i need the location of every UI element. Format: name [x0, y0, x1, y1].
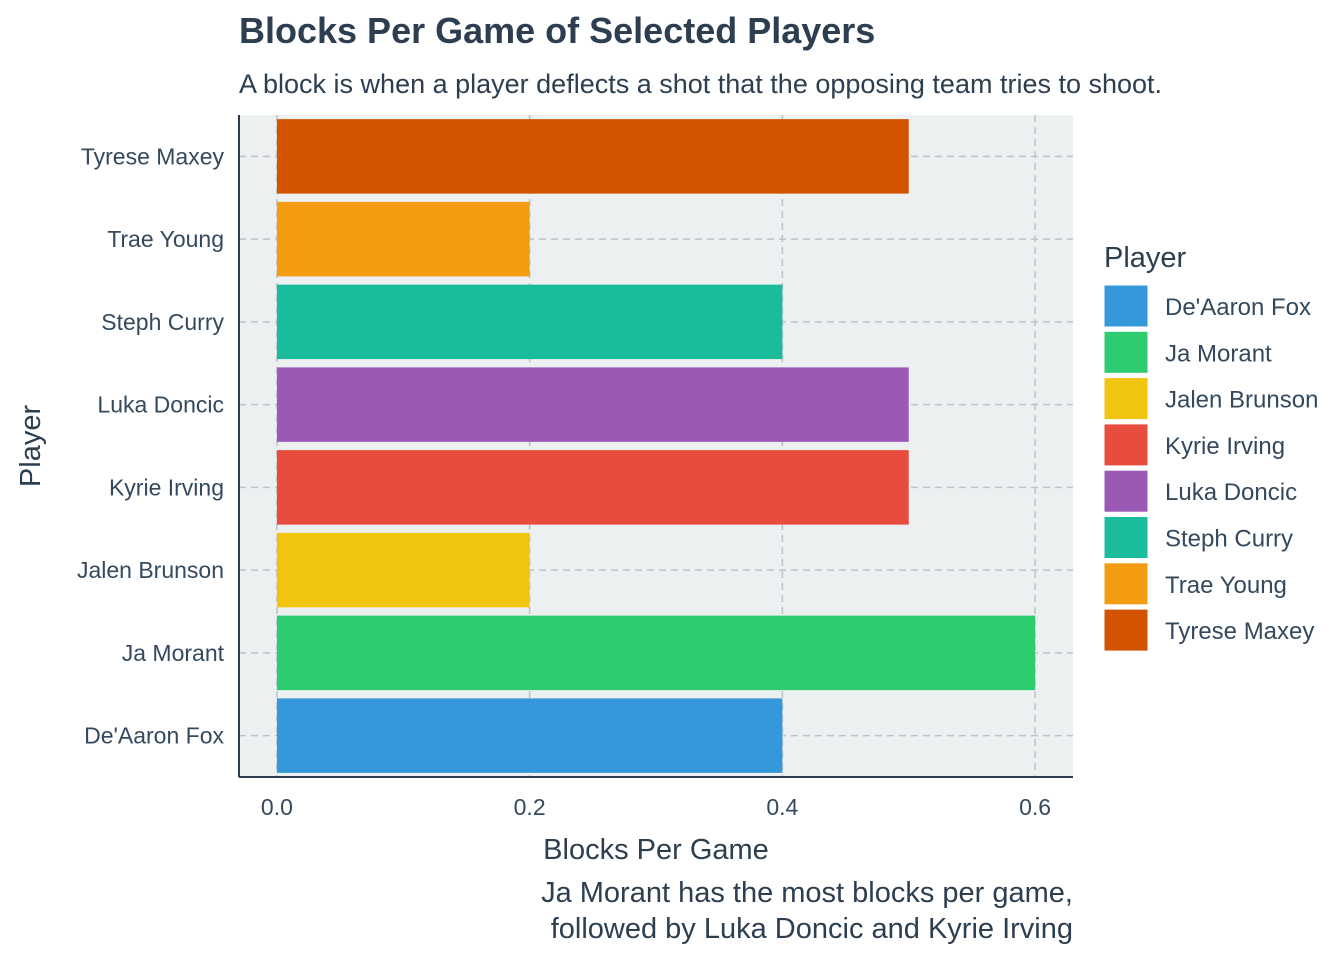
legend-title: Player	[1104, 242, 1187, 274]
legend-swatch	[1103, 562, 1149, 606]
axes	[238, 115, 1073, 778]
bar	[276, 615, 1036, 691]
legend-label: Luka Doncic	[1165, 479, 1297, 506]
chart-title: Blocks Per Game of Selected Players	[239, 10, 875, 51]
x-tick-label: 0.2	[514, 794, 546, 820]
legend-swatch	[1103, 330, 1149, 374]
legend-swatch	[1103, 469, 1149, 513]
legend-label: Tyrese Maxey	[1165, 618, 1314, 645]
bar	[276, 367, 909, 442]
y-tick-label: Tyrese Maxey	[81, 143, 225, 169]
caption-line-2: followed by Luka Doncic and Kyrie Irving	[551, 913, 1073, 945]
caption-line-1: Ja Morant has the most blocks per game,	[541, 877, 1073, 909]
y-tick-label: Steph Curry	[101, 309, 224, 335]
bar	[276, 119, 909, 194]
y-tick-label: Trae Young	[107, 226, 224, 252]
legend-items: De'Aaron Fox Ja Morant Jalen Brunson Kyrie …	[1103, 284, 1318, 652]
legend-label: Ja Morant	[1165, 340, 1272, 367]
legend-label: Jalen Brunson	[1165, 387, 1318, 414]
legend-swatch	[1103, 608, 1149, 652]
x-tick-label: 0.4	[766, 794, 798, 820]
x-axis-title: Blocks Per Game	[543, 834, 769, 866]
bar	[276, 201, 530, 277]
bar	[276, 284, 783, 360]
x-tick-label: 0.0	[261, 794, 293, 820]
legend-swatch	[1103, 516, 1149, 559]
y-tick-label: De'Aaron Fox	[84, 723, 224, 749]
bar	[276, 450, 909, 525]
bars	[276, 119, 1036, 773]
legend-label: Kyrie Irving	[1165, 433, 1285, 460]
y-tick-labels: De'Aaron Fox Ja Morant Jalen Brunson Kyrie …	[77, 143, 225, 748]
y-tick-label: Kyrie Irving	[109, 474, 224, 500]
y-tick-label: Jalen Brunson	[77, 557, 224, 583]
legend: Player De'Aaron Fox Ja Morant Jalen Brunso…	[1103, 242, 1318, 652]
bar	[276, 698, 783, 773]
y-tick-label: Ja Morant	[122, 640, 225, 666]
bar	[276, 532, 530, 608]
chart-subtitle: A block is when a player deflects a shot…	[239, 69, 1162, 99]
legend-swatch	[1103, 377, 1149, 421]
legend-label: De'Aaron Fox	[1165, 294, 1311, 321]
x-tick-labels: 0.0 0.2 0.4 0.6	[261, 794, 1051, 820]
legend-label: Trae Young	[1165, 572, 1287, 599]
legend-swatch	[1103, 284, 1149, 328]
x-tick-label: 0.6	[1019, 794, 1051, 820]
legend-swatch	[1103, 423, 1149, 467]
y-axis-title: Player	[15, 405, 47, 488]
legend-label: Steph Curry	[1165, 526, 1293, 553]
y-tick-label: Luka Doncic	[97, 392, 224, 418]
